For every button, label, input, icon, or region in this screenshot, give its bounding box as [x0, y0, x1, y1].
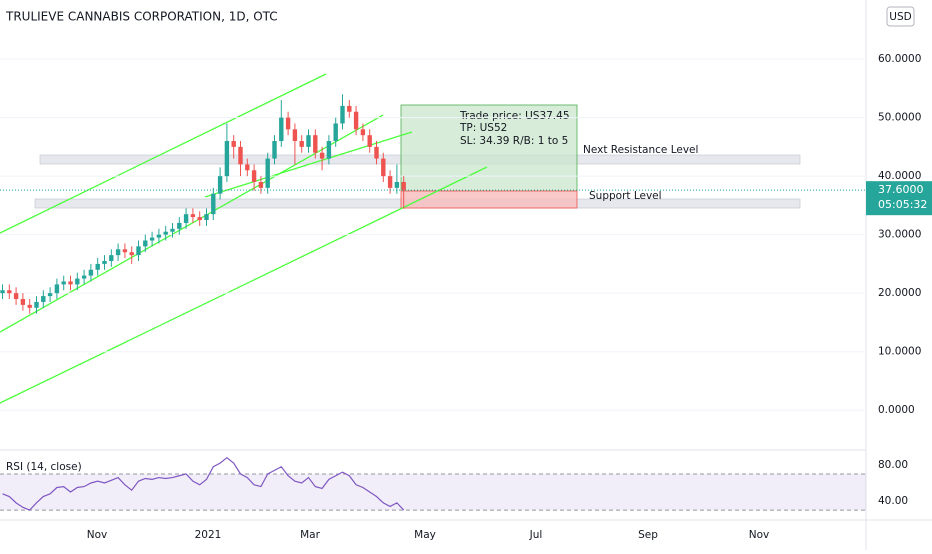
countdown-label: 05:05:32 [878, 198, 927, 211]
candle-body [238, 146, 243, 165]
candle-body [326, 141, 332, 159]
channel-line [0, 73, 327, 234]
candle-body [265, 158, 270, 188]
candle-body [204, 214, 209, 221]
candle-body [88, 269, 94, 276]
candle-body [272, 141, 277, 159]
last-price-box [866, 181, 932, 216]
main-pane: Trade price: US37.45 TP: US52 SL: 34.39 … [0, 73, 801, 404]
currency-label: USD [889, 11, 911, 23]
candle-body [340, 105, 345, 124]
candle-body [217, 176, 223, 194]
y-tick-label: 50.0000 [878, 112, 921, 124]
candle-body [333, 123, 338, 142]
candle-body [367, 135, 372, 147]
candle-body [306, 135, 311, 147]
candle-body [75, 278, 80, 285]
y-tick-label: 10.0000 [878, 346, 921, 358]
candle-body [360, 129, 366, 136]
candle-body [224, 141, 230, 177]
candle-body [374, 146, 379, 159]
candle-body [143, 240, 148, 247]
candle-body [129, 252, 134, 256]
candle-body [20, 299, 26, 305]
candle-body [381, 158, 386, 177]
channel-line [204, 131, 413, 198]
chart-title: TRULIEVE CANNABIS CORPORATION, 1D, OTC [5, 10, 278, 24]
rsi-line [2, 456, 405, 511]
support-label: Support Level [589, 190, 662, 202]
rsi-label: RSI (14, close) [6, 461, 82, 473]
candle-body [251, 170, 257, 182]
y-tick-label: 0.0000 [878, 404, 915, 416]
trade-text: SL: 34.39 R/B: 1 to 5 [460, 135, 568, 147]
candle-body [211, 193, 216, 215]
candle-body [401, 181, 406, 191]
candle-body [292, 129, 298, 142]
candle-body [279, 117, 284, 142]
candle-body [7, 290, 12, 294]
x-tick-label: 2021 [195, 529, 222, 541]
target-box [400, 104, 578, 192]
currency-button[interactable] [886, 6, 915, 27]
candle-body [81, 275, 87, 279]
rsi-band [0, 473, 866, 511]
candle-body [177, 222, 182, 229]
candle-body [27, 304, 32, 308]
candle-body [34, 301, 39, 308]
candle-body [47, 293, 53, 297]
y-tick-label: 30.0000 [878, 229, 921, 241]
candle-body [347, 105, 352, 112]
x-tick-label: Jul [529, 529, 543, 541]
rsi-tick-label: 40.00 [878, 495, 908, 507]
candle-body [299, 141, 304, 147]
channel-line [0, 114, 384, 333]
candle-body [109, 255, 114, 261]
candle-body [61, 281, 66, 285]
trade-text: Trade price: US37.45 [459, 110, 570, 122]
x-tick-label: May [414, 529, 436, 541]
x-tick-label: Mar [300, 529, 320, 541]
candle-body [156, 234, 162, 238]
candle-body [258, 181, 264, 188]
last-price-label: 37.6000 [878, 183, 924, 196]
candle-body [183, 214, 189, 223]
candle-body [197, 217, 202, 221]
channel-line [0, 166, 488, 404]
x-tick-label: Sep [638, 529, 658, 541]
candle-body [0, 290, 5, 294]
candle-body [102, 260, 107, 264]
candle-body [190, 214, 196, 218]
candle-body [319, 152, 325, 159]
y-tick-label: 60.0000 [878, 53, 921, 65]
candle-body [122, 249, 128, 253]
resistance-label: Next Resistance Level [583, 144, 698, 156]
candle-body [231, 141, 236, 147]
x-tick-label: Nov [87, 529, 108, 541]
candle-body [13, 293, 19, 300]
candle-body [245, 164, 250, 171]
candle-body [170, 228, 175, 232]
candle-body [115, 249, 121, 256]
stop-box [400, 190, 578, 209]
x-tick-label: Nov [749, 529, 770, 541]
candle-body [149, 237, 155, 241]
candle-body [68, 281, 73, 285]
candle-body [54, 284, 60, 294]
candle-body [353, 111, 359, 130]
candle-body [136, 246, 141, 256]
trade-text: TP: US52 [459, 122, 507, 134]
candle-body [41, 296, 46, 302]
y-tick-label: 40.0000 [878, 170, 921, 182]
candle-body [285, 117, 291, 130]
candle-body [387, 176, 393, 188]
candle-body [95, 263, 100, 270]
rsi-tick-label: 80.00 [878, 459, 908, 471]
y-tick-label: 20.0000 [878, 287, 921, 299]
candle-body [394, 181, 400, 188]
candle-body [163, 231, 168, 235]
candle-body [313, 135, 318, 153]
